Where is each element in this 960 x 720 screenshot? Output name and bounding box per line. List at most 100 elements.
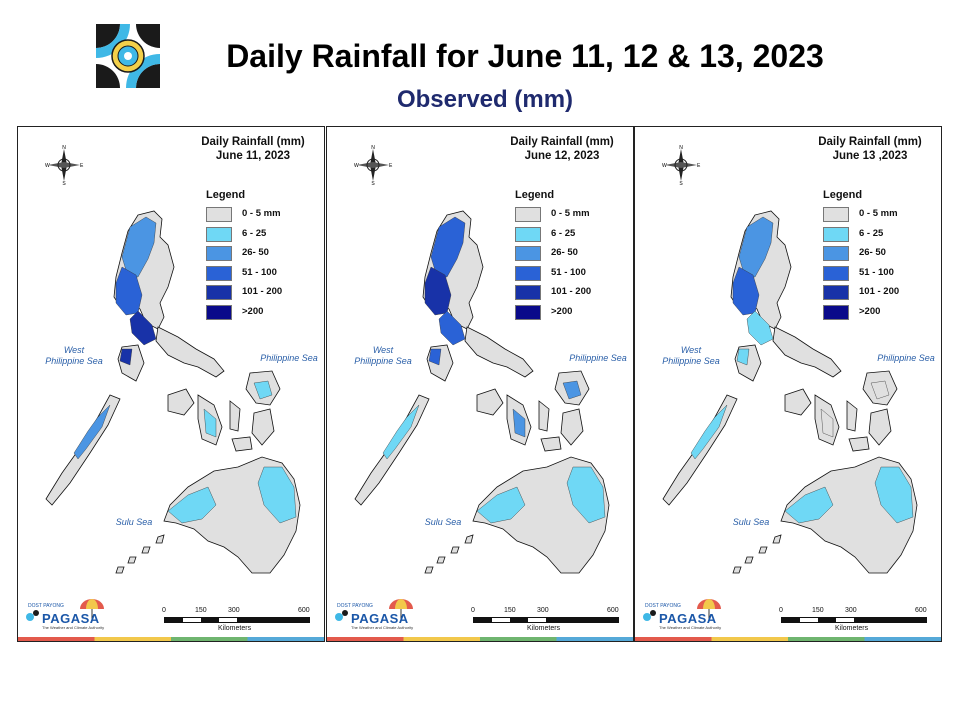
compass-north-label: N [371, 145, 375, 151]
page-subtitle: Observed (mm) [396, 86, 574, 113]
sea-label-east: Philippine Sea [260, 353, 318, 363]
legend-swatch [515, 226, 541, 242]
compass-east-label: E [80, 163, 84, 169]
land-region [538, 400, 550, 432]
pagasa-brand-logo: DOST PAYONG PAGASA The Weather and Clima… [639, 599, 729, 630]
sea-label-west: West Philippine Sea [662, 345, 720, 366]
rainfall-area [438, 310, 466, 346]
compass-west-label: W [45, 163, 50, 169]
land-region [732, 566, 742, 574]
brand-name: PAGASA [42, 611, 100, 626]
legend-swatch [206, 285, 232, 300]
sea-label-west: West Philippine Sea [45, 345, 103, 366]
land-region [560, 408, 584, 446]
land-region [540, 436, 562, 452]
land-region [772, 326, 842, 378]
legend-swatch [206, 304, 232, 320]
brand-small-text: DOST PAYONG [337, 603, 373, 609]
scale-tick: 300 [228, 607, 240, 614]
land-region [846, 400, 858, 432]
compass-rose-icon: N S W E [661, 145, 701, 187]
panel-title-line1: Daily Rainfall (mm) [818, 136, 922, 148]
map-panel-june-12: N S W E Daily Rainfall (mm) June 12, 202… [326, 126, 634, 642]
page-title: Daily Rainfall for June 11, 12 & 13, 202… [226, 38, 824, 74]
sea-label-east: Philippine Sea [877, 353, 935, 363]
land-region [115, 566, 125, 574]
philippines-rainfall-map [662, 210, 918, 574]
legend-swatch [823, 207, 849, 222]
rainfall-area [428, 348, 442, 366]
land-region [848, 436, 870, 452]
land-region [758, 546, 768, 554]
legend-label: 51 - 100 [242, 266, 277, 278]
rainfall-area [732, 266, 760, 316]
compass-south-label: S [679, 181, 683, 185]
scale-tick: 300 [537, 607, 549, 614]
panel-title-line2: June 12, 2023 [524, 150, 600, 162]
legend-label: 51 - 100 [551, 266, 586, 278]
scale-bar: 0 150 300 600 Kilometers [779, 607, 931, 637]
scale-unit: Kilometers [835, 625, 869, 632]
scale-unit: Kilometers [218, 625, 252, 632]
scale-unit: Kilometers [527, 625, 561, 632]
panel-title: Daily Rainfall (mm) June 12, 2023 [495, 135, 629, 163]
rainfall-area [736, 348, 750, 366]
brand-small-text: DOST PAYONG [28, 603, 64, 609]
rainfall-area [253, 380, 273, 400]
sea-label-east: Philippine Sea [569, 353, 627, 363]
legend-swatch [515, 265, 541, 281]
land-region [784, 388, 812, 416]
rainfall-area [690, 404, 728, 460]
compass-south-label: S [62, 181, 66, 185]
brand-tagline: The Weather and Climate Authority [42, 625, 105, 630]
land-region [744, 556, 754, 564]
legend-swatch [206, 207, 232, 222]
legend-swatch [823, 265, 849, 281]
rainfall-area [784, 486, 834, 524]
land-region [772, 534, 782, 544]
legend-swatch [823, 304, 849, 320]
compass-rose-icon: N S W E [44, 145, 84, 187]
legend-label: 101 - 200 [242, 286, 283, 297]
rainfall-area [870, 380, 890, 400]
pagasa-brand-logo: DOST PAYONG PAGASA The Weather and Clima… [22, 599, 112, 630]
compass-east-label: E [697, 163, 701, 169]
legend-swatch [823, 285, 849, 300]
legend-swatch [515, 207, 541, 222]
land-region [436, 556, 446, 564]
land-region [155, 326, 225, 378]
legend-label: 51 - 100 [859, 266, 894, 278]
legend-label: 26- 50 [242, 247, 269, 258]
rainfall-area [257, 466, 297, 524]
land-region [141, 546, 151, 554]
legend-label: >200 [859, 305, 881, 317]
panel-title-line2: June 13 ,2023 [832, 150, 908, 162]
footer-color-strip [635, 637, 941, 641]
land-region [229, 400, 241, 432]
legend-swatch [823, 246, 849, 261]
legend-swatch [823, 226, 849, 242]
scale-bar-graphic [164, 617, 310, 623]
philippines-rainfall-map [354, 210, 610, 574]
rainfall-area [167, 486, 217, 524]
compass-west-label: W [662, 163, 667, 169]
legend-swatch [515, 285, 541, 300]
rainfall-area [738, 216, 774, 278]
legend-label: >200 [242, 305, 264, 317]
rainfall-area [115, 266, 143, 316]
scale-tick: 600 [607, 607, 619, 614]
compass-west-label: W [354, 163, 359, 169]
legend-swatch [206, 246, 232, 261]
rainfall-area [121, 216, 157, 278]
sea-label-sulu: Sulu Sea [424, 517, 462, 527]
scale-tick: 0 [779, 607, 783, 614]
legend-label: 6 - 25 [859, 227, 884, 239]
compass-north-label: N [62, 145, 66, 151]
compass-north-label: N [679, 145, 683, 151]
legend-label: 26- 50 [551, 247, 578, 258]
legend-label: 6 - 25 [551, 227, 576, 239]
legend-label: 101 - 200 [551, 286, 592, 297]
land-region [167, 388, 195, 416]
compass-south-label: S [371, 181, 375, 185]
rainfall-area [512, 408, 526, 438]
